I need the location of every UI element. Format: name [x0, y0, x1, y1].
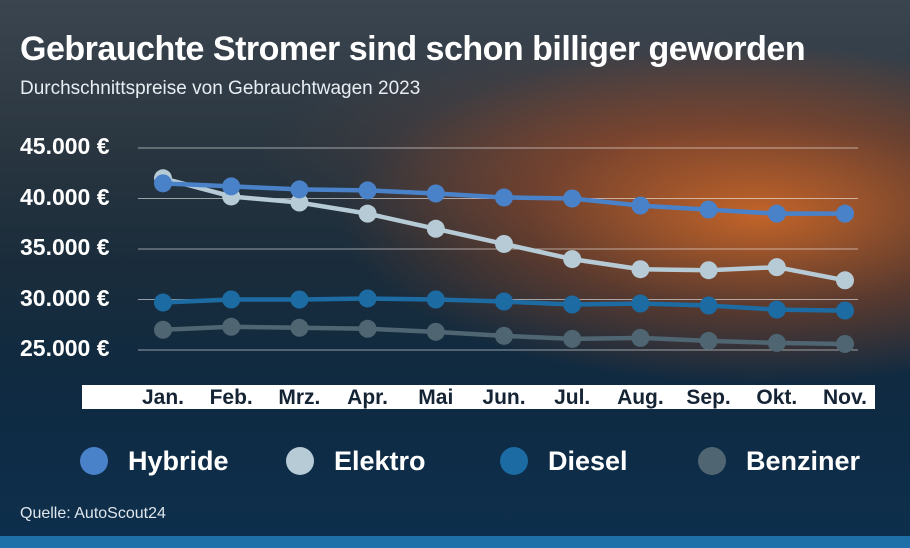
- data-point-hybride: [767, 204, 786, 223]
- data-point-diesel: [358, 289, 377, 308]
- data-point-benziner: [699, 331, 718, 350]
- x-tick-label: Sep.: [686, 386, 731, 409]
- data-point-hybride: [836, 204, 854, 223]
- y-tick-label: 35.000 €: [20, 234, 110, 260]
- data-point-benziner: [222, 317, 241, 336]
- data-point-diesel: [767, 300, 786, 319]
- data-point-hybride: [154, 174, 172, 193]
- data-point-diesel: [426, 290, 445, 309]
- legend-label: Hybride: [128, 445, 229, 476]
- data-point-elektro: [699, 261, 718, 280]
- legend-item-diesel: Diesel: [500, 445, 628, 477]
- data-point-hybride: [358, 181, 377, 200]
- chart-title: Gebrauchte Stromer sind schon billiger g…: [20, 30, 806, 68]
- x-tick-label: Apr.: [347, 386, 389, 409]
- data-point-diesel: [290, 290, 309, 309]
- x-tick-label: Jan.: [141, 386, 185, 409]
- data-point-elektro: [767, 258, 786, 277]
- data-point-diesel: [222, 290, 241, 309]
- data-point-diesel: [631, 294, 650, 313]
- y-tick-label: 45.000 €: [20, 133, 110, 159]
- data-point-elektro: [836, 271, 854, 290]
- legend-item-elektro: Elektro: [286, 445, 426, 477]
- legend-marker-benziner: [698, 447, 726, 475]
- chart-subtitle: Durchschnittspreise von Gebrauchtwagen 2…: [20, 78, 421, 99]
- legend-label: Benziner: [746, 445, 861, 476]
- data-point-diesel: [563, 295, 582, 314]
- x-axis-bar: [82, 385, 875, 409]
- data-point-hybride: [495, 188, 513, 207]
- data-point-diesel: [836, 301, 854, 320]
- legend-marker-hybride: [80, 447, 108, 475]
- legend-marker-diesel: [500, 447, 528, 475]
- y-tick-label: 25.000 €: [20, 335, 110, 361]
- data-point-benziner: [358, 319, 377, 338]
- y-tick-label: 40.000 €: [20, 183, 110, 210]
- legend-label: Elektro: [334, 445, 426, 476]
- data-point-elektro: [495, 234, 513, 253]
- data-point-benziner: [563, 329, 582, 348]
- data-point-diesel: [699, 296, 718, 315]
- legend-label: Diesel: [548, 445, 628, 476]
- data-point-hybride: [631, 196, 650, 215]
- data-point-benziner: [426, 322, 445, 341]
- x-tick-label: Nov.: [823, 386, 867, 409]
- x-tick-label: Aug.: [617, 386, 664, 409]
- data-point-elektro: [358, 204, 377, 223]
- legend-item-hybride: Hybride: [80, 445, 229, 477]
- data-point-diesel: [495, 292, 513, 311]
- x-tick-label: Mrz.: [278, 386, 321, 409]
- data-point-hybride: [290, 180, 309, 199]
- data-point-hybride: [222, 177, 241, 196]
- source-note: Quelle: AutoScout24: [20, 505, 166, 522]
- x-tick-label: Feb.: [209, 386, 253, 409]
- data-point-elektro: [563, 250, 582, 269]
- y-tick-label: 30.000 €: [20, 284, 110, 311]
- data-point-diesel: [154, 293, 172, 312]
- x-tick-label: Jun.: [482, 386, 526, 409]
- x-tick-label: Jul.: [554, 386, 591, 409]
- data-point-hybride: [699, 200, 718, 219]
- x-tick-label: Mai: [418, 386, 454, 409]
- data-point-elektro: [290, 193, 309, 212]
- data-point-elektro: [631, 260, 650, 279]
- data-point-benziner: [495, 326, 513, 345]
- data-point-benziner: [154, 320, 172, 339]
- data-point-benziner: [836, 334, 854, 353]
- legend-marker-elektro: [286, 447, 314, 475]
- data-point-hybride: [563, 189, 582, 208]
- data-point-benziner: [631, 328, 650, 347]
- data-point-benziner: [290, 318, 309, 337]
- bottom-accent-bar: [0, 536, 910, 548]
- data-point-elektro: [426, 219, 445, 238]
- data-point-benziner: [767, 333, 786, 352]
- x-tick-label: Okt.: [756, 386, 798, 409]
- data-point-hybride: [426, 184, 445, 203]
- legend-item-benziner: Benziner: [698, 445, 860, 477]
